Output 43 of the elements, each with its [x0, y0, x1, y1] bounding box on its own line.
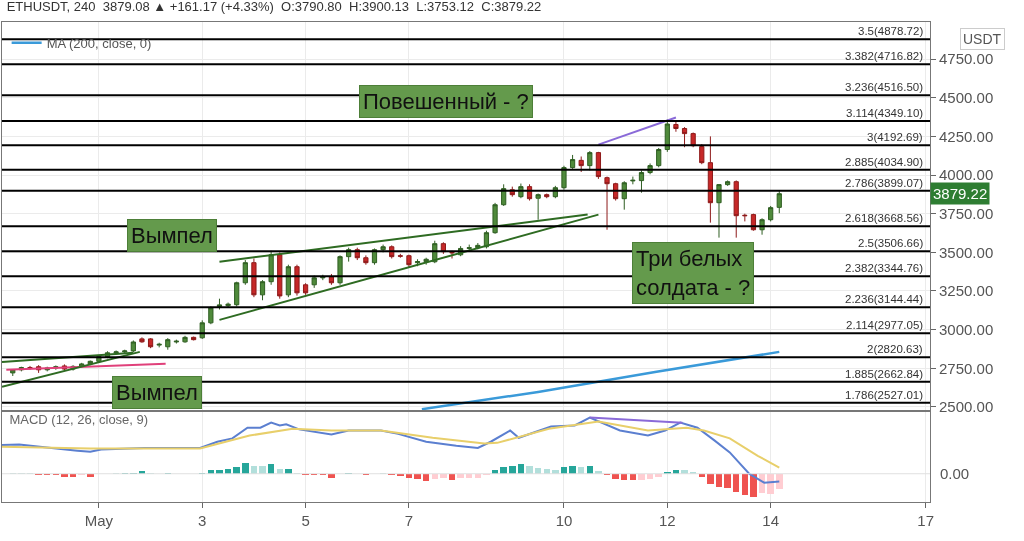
annotation: Три белых солдата - ? [636, 246, 751, 300]
ref-line-label: 3.382(4716.82) [845, 50, 924, 62]
annotation: Повешенный - ? [363, 89, 529, 114]
ref-line-label: 1.786(2527.01) [845, 389, 924, 401]
ref-line-label: 2(2820.63) [867, 343, 923, 355]
legend-label: MA (200, close, 0) [46, 35, 152, 51]
y-axis-title: USDT [963, 31, 1002, 47]
ref-line-label: 1.885(2662.84) [845, 368, 924, 380]
x-tick-label: 17 [917, 512, 935, 529]
x-tick-label: 14 [762, 512, 780, 529]
y-tick-label: 2750.00 [939, 359, 994, 377]
y-tick-label: 4250.00 [939, 127, 994, 145]
ref-line-label: 2.885(4034.90) [845, 156, 924, 168]
ref-line-label: 0.00 [940, 465, 970, 482]
annotation: Вымпел [116, 380, 198, 405]
chart-title: MACD (12, 26, close, 9) [9, 411, 149, 427]
ref-line-label: 2.786(3899.07) [845, 177, 924, 189]
x-tick-label: 12 [658, 512, 676, 529]
x-tick-label: 10 [555, 512, 573, 529]
ref-line-label: 3.5(4878.72) [858, 25, 924, 37]
x-tick-label: 7 [404, 512, 414, 529]
ref-line-label: 3(4192.69) [867, 131, 923, 143]
y-tick-label: 4750.00 [939, 50, 994, 68]
y-tick-label: 4000.00 [939, 166, 994, 184]
y-tick-label: 3250.00 [939, 282, 994, 300]
x-tick-label: May [84, 512, 114, 529]
text: 3879.22 [933, 185, 988, 202]
chart-title: ETHUSDT, 240 3879.08 ▲ +161.17 (+4.33%) O:3790.80 H:3900.13 L:3753.12 C:3879.22 [6, 0, 542, 15]
ref-line-label: 3.114(4349.10) [846, 107, 924, 119]
y-tick-label: 3000.00 [939, 320, 994, 338]
ref-line-label: 2.618(3668.56) [845, 212, 924, 224]
ref-line-label: 2.382(3344.76) [845, 262, 924, 274]
x-tick-label: 5 [301, 512, 310, 529]
ref-line-label: 2.236(3144.44) [845, 293, 924, 305]
y-tick-label: 3500.00 [939, 243, 994, 261]
y-tick-label: 3750.00 [939, 204, 994, 222]
x-tick-label: 3 [198, 512, 207, 529]
y-tick-label: 4500.00 [939, 89, 994, 106]
ref-line-label: 3.236(4516.50) [845, 81, 924, 93]
ref-line-label: 2.114(2977.05) [846, 319, 924, 331]
annotation: Вымпел [131, 223, 213, 248]
y-tick-label: 2500.00 [939, 398, 994, 416]
ref-line-label: 2.5(3506.66) [858, 237, 924, 249]
